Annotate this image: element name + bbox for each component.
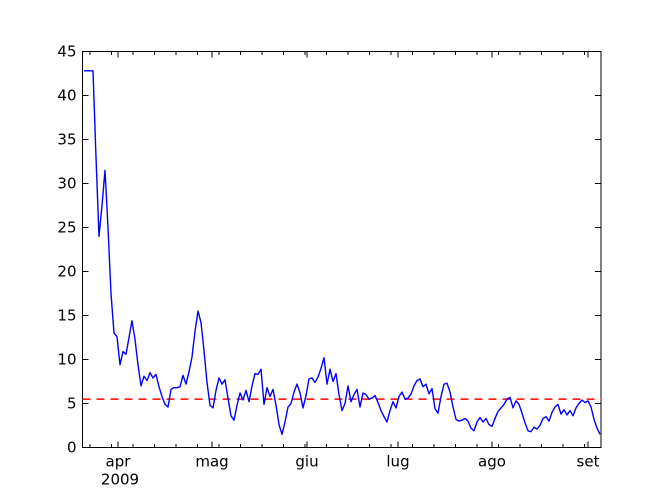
plot-border	[82, 51, 602, 448]
series-line	[84, 70, 601, 435]
y-tick-label: 35	[57, 131, 76, 149]
x-month-tick-label: apr	[106, 453, 132, 471]
y-tick-label: 0	[67, 439, 77, 457]
x-month-tick-label: lug	[386, 453, 409, 471]
y-tick-label: 15	[57, 307, 76, 325]
x-month-tick-label: mag	[195, 453, 228, 471]
y-tick-label: 25	[57, 219, 76, 237]
y-tick-label: 30	[57, 175, 76, 193]
y-tick-label: 20	[57, 263, 76, 281]
x-month-tick-label: ago	[478, 453, 506, 471]
x-month-tick-label: giu	[295, 453, 318, 471]
y-tick-label: 5	[67, 395, 77, 413]
x-month-tick-label: set	[577, 453, 600, 471]
y-tick-label: 40	[57, 87, 76, 105]
x-year-label: 2009	[101, 471, 139, 489]
y-tick-label: 45	[57, 43, 76, 61]
y-tick-label: 10	[57, 351, 76, 369]
